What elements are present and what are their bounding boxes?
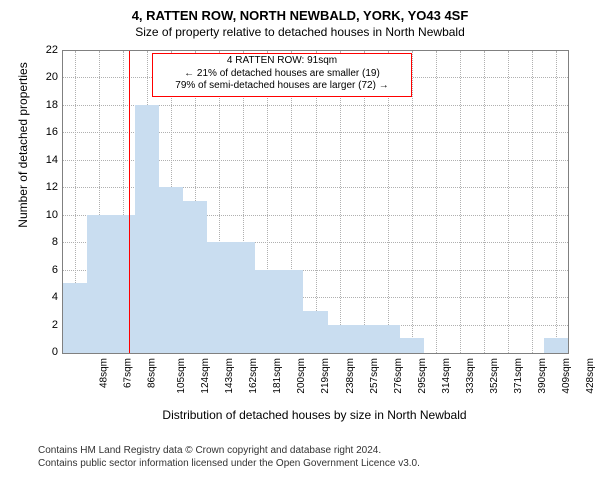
y-tick-label: 14 [34, 154, 58, 166]
histogram-bar [135, 105, 159, 353]
y-tick-label: 6 [34, 264, 58, 276]
x-tick-label: 314sqm [441, 358, 452, 394]
annotation-line1: 4 RATTEN ROW: 91sqm [155, 55, 409, 68]
x-tick-label: 105sqm [176, 358, 187, 394]
histogram-bar [111, 215, 135, 353]
gridline-v [532, 51, 533, 353]
x-tick-label: 390sqm [537, 358, 548, 394]
x-tick-label: 333sqm [465, 358, 476, 394]
annotation-line3: 79% of semi-detached houses are larger (… [155, 80, 409, 93]
x-tick-label: 257sqm [369, 358, 380, 394]
gridline-v [484, 51, 485, 353]
histogram-bar [63, 283, 87, 353]
y-tick-label: 4 [34, 291, 58, 303]
x-tick-label: 124sqm [200, 358, 211, 394]
chart-subtitle: Size of property relative to detached ho… [0, 23, 600, 39]
x-tick-label: 200sqm [296, 358, 307, 394]
x-tick-label: 48sqm [99, 358, 110, 388]
histogram-bar [544, 338, 568, 353]
x-tick-label: 276sqm [393, 358, 404, 394]
y-tick-label: 2 [34, 319, 58, 331]
gridline-v [508, 51, 509, 353]
histogram-bar [231, 242, 255, 353]
gridline-v [556, 51, 557, 353]
histogram-bar [207, 242, 231, 353]
histogram-bar [255, 270, 279, 353]
x-tick-label: 219sqm [321, 358, 332, 394]
histogram-bar [159, 187, 183, 353]
annotation-box: 4 RATTEN ROW: 91sqm ← 21% of detached ho… [152, 53, 412, 97]
histogram-bar [183, 201, 207, 353]
histogram-bar [376, 325, 400, 353]
y-tick-label: 22 [34, 44, 58, 56]
histogram-bar [400, 338, 424, 353]
y-tick-label: 16 [34, 126, 58, 138]
histogram-bar [303, 311, 327, 353]
gridline-v [436, 51, 437, 353]
x-tick-label: 67sqm [123, 358, 134, 388]
x-tick-label: 143sqm [224, 358, 235, 394]
y-tick-label: 8 [34, 236, 58, 248]
x-tick-label: 352sqm [489, 358, 500, 394]
y-tick-label: 10 [34, 209, 58, 221]
y-tick-label: 18 [34, 99, 58, 111]
y-tick-label: 12 [34, 181, 58, 193]
x-tick-label: 238sqm [345, 358, 356, 394]
y-tick-label: 20 [34, 71, 58, 83]
x-axis-label: Distribution of detached houses by size … [62, 408, 567, 422]
annotation-line2: ← 21% of detached houses are smaller (19… [155, 68, 409, 81]
x-tick-label: 409sqm [561, 358, 572, 394]
chart-page: { "title": "4, RATTEN ROW, NORTH NEWBALD… [0, 0, 600, 500]
y-axis-label: Number of detached properties [16, 0, 30, 296]
x-tick-label: 428sqm [585, 358, 596, 394]
chart-title: 4, RATTEN ROW, NORTH NEWBALD, YORK, YO43… [0, 0, 600, 23]
x-tick-label: 181sqm [272, 358, 283, 394]
x-tick-label: 371sqm [513, 358, 524, 394]
x-tick-label: 295sqm [417, 358, 428, 394]
x-tick-label: 86sqm [147, 358, 158, 388]
histogram-bar [279, 270, 303, 353]
footer-line2: Contains public sector information licen… [38, 457, 600, 470]
histogram-bar [328, 325, 352, 353]
histogram-bar [87, 215, 111, 353]
reference-line [129, 51, 130, 353]
gridline-v [460, 51, 461, 353]
footer-line1: Contains HM Land Registry data © Crown c… [38, 444, 600, 457]
footer-attribution: Contains HM Land Registry data © Crown c… [0, 444, 600, 470]
x-tick-label: 162sqm [248, 358, 259, 394]
y-tick-label: 0 [34, 346, 58, 358]
histogram-bar [352, 325, 376, 353]
